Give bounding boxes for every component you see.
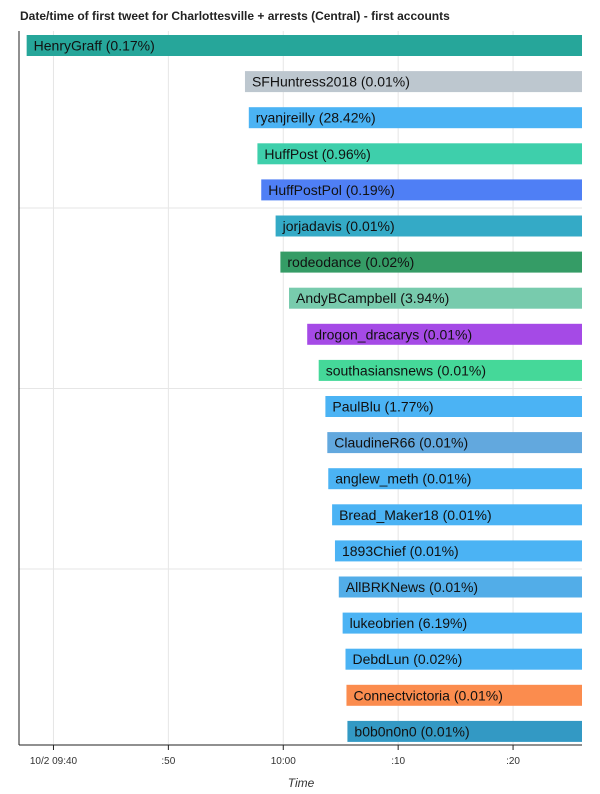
bar-label: jorjadavis (0.01%) bbox=[282, 218, 395, 234]
bar-label: SFHuntress2018 (0.01%) bbox=[252, 74, 410, 90]
bar bbox=[334, 540, 582, 562]
bar bbox=[244, 71, 582, 93]
bar bbox=[342, 612, 582, 634]
bar-label: Bread_Maker18 (0.01%) bbox=[339, 507, 492, 523]
bar bbox=[345, 648, 582, 670]
bar-label: drogon_dracarys (0.01%) bbox=[314, 326, 472, 342]
bar bbox=[318, 359, 582, 381]
bar-label: lukeobrien (6.19%) bbox=[350, 615, 468, 631]
bar-label: PaulBlu (1.77%) bbox=[332, 399, 433, 415]
bar-label: HuffPostPol (0.19%) bbox=[268, 182, 395, 198]
bar bbox=[261, 179, 582, 201]
bar-label: ryanjreilly (28.42%) bbox=[256, 110, 376, 126]
bar-label: anglew_meth (0.01%) bbox=[335, 471, 471, 487]
bar bbox=[289, 287, 582, 309]
bar-label: AllBRKNews (0.01%) bbox=[346, 579, 478, 595]
chart-title: Date/time of first tweet for Charlottesv… bbox=[20, 9, 450, 23]
bar-label: DebdLun (0.02%) bbox=[353, 651, 463, 667]
x-tick-label: 10:00 bbox=[271, 756, 296, 767]
bar-label: AndyBCampbell (3.94%) bbox=[296, 290, 449, 306]
bar-label: HuffPost (0.96%) bbox=[264, 146, 370, 162]
bar-label: b0b0n0n0 (0.01%) bbox=[354, 723, 469, 739]
bar bbox=[346, 684, 582, 706]
bar bbox=[280, 251, 582, 273]
bar bbox=[327, 432, 582, 454]
bar-label: Connectvictoria (0.01%) bbox=[353, 687, 502, 703]
x-axis: 10/2 09:40 :50 10:00 :10 :20 bbox=[18, 31, 582, 767]
bar bbox=[338, 576, 582, 598]
grid-layer bbox=[19, 31, 582, 745]
bar bbox=[275, 215, 582, 237]
bar-layer: HenryGraff (0.17%) SFHuntress2018 (0.01%)… bbox=[26, 35, 583, 742]
bar bbox=[347, 720, 582, 742]
x-tick-label: :20 bbox=[506, 756, 520, 767]
bar-label: southasiansnews (0.01%) bbox=[326, 362, 486, 378]
bar bbox=[325, 396, 582, 417]
bar bbox=[257, 143, 582, 165]
x-tick-label: :10 bbox=[391, 756, 405, 767]
bar bbox=[332, 504, 582, 526]
x-tick-label: 10/2 09:40 bbox=[30, 756, 78, 767]
bar bbox=[307, 323, 582, 345]
bar bbox=[26, 35, 583, 56]
bar-label: ClaudineR66 (0.01%) bbox=[334, 435, 468, 451]
x-axis-title: Time bbox=[288, 776, 315, 790]
bar-label: HenryGraff (0.17%) bbox=[34, 38, 155, 54]
x-tick-label: :50 bbox=[161, 756, 175, 767]
bar-label: rodeodance (0.02%) bbox=[287, 254, 414, 270]
bar bbox=[328, 468, 582, 490]
bar bbox=[248, 107, 583, 129]
bar-label: 1893Chief (0.01%) bbox=[342, 543, 459, 559]
